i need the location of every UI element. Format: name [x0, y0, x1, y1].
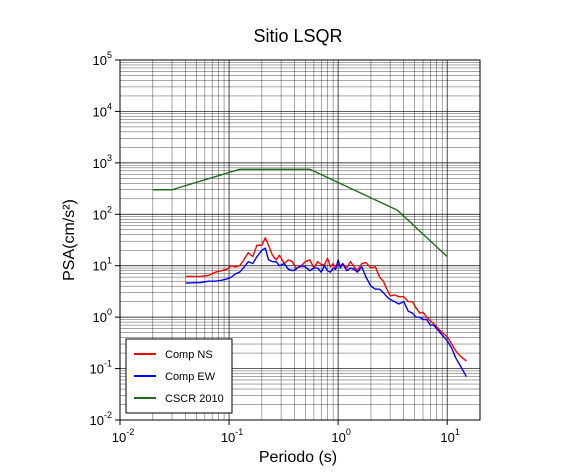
- series-line-2: [152, 168, 448, 258]
- legend-label: Comp NS: [165, 349, 213, 361]
- series-lines: [152, 168, 467, 377]
- x-tick-label: 101: [440, 427, 459, 445]
- x-tick-label: 10-1: [221, 427, 243, 445]
- x-tick-exponent: 0: [346, 427, 351, 437]
- y-tick-exponent: -1: [104, 359, 112, 369]
- y-tick-exponent: 2: [107, 204, 112, 214]
- y-tick-exponent: 3: [107, 153, 112, 163]
- x-tick-base: 10: [331, 430, 345, 445]
- y-tick-base: 10: [90, 362, 104, 377]
- y-tick-base: 10: [93, 104, 107, 119]
- y-tick-label: 10-2: [90, 410, 112, 428]
- x-tick-exponent: -2: [126, 427, 134, 437]
- y-tick-base: 10: [93, 310, 107, 325]
- x-tick-base: 10: [440, 430, 454, 445]
- legend: Comp NS Comp EW CSCR 2010: [125, 338, 233, 414]
- y-tick-label: 103: [93, 153, 112, 171]
- y-tick-exponent: 5: [107, 50, 112, 60]
- x-tick-exponent: -1: [235, 427, 243, 437]
- y-tick-exponent: 0: [107, 307, 112, 317]
- legend-label: CSCR 2010: [165, 393, 224, 405]
- x-axis-label: Periodo (s): [259, 449, 337, 466]
- grid: [120, 60, 480, 420]
- y-tick-exponent: -2: [104, 410, 112, 420]
- y-tick-label: 10-1: [90, 359, 112, 377]
- y-tick-base: 10: [93, 53, 107, 68]
- y-tick-label: 104: [93, 101, 112, 119]
- y-tick-base: 10: [90, 413, 104, 428]
- series-line-1: [185, 247, 467, 377]
- x-tick-base: 10: [112, 430, 126, 445]
- y-tick-base: 10: [93, 259, 107, 274]
- y-tick-label: 101: [93, 256, 112, 274]
- y-tick-label: 102: [93, 204, 112, 222]
- chart-title: Sitio LSQR: [253, 26, 342, 46]
- x-tick-label: 10-2: [112, 427, 134, 445]
- x-tick-base: 10: [221, 430, 235, 445]
- plot-frame: [119, 59, 481, 421]
- y-axis-label: PSA(cm/s²): [61, 199, 78, 281]
- x-tick-label: 100: [331, 427, 350, 445]
- y-tick-base: 10: [93, 207, 107, 222]
- legend-label: Comp EW: [165, 371, 216, 383]
- y-tick-exponent: 1: [107, 256, 112, 266]
- y-tick-base: 10: [93, 156, 107, 171]
- y-tick-label: 105: [93, 50, 112, 68]
- y-tick-exponent: 4: [107, 101, 112, 111]
- x-tick-exponent: 1: [455, 427, 460, 437]
- y-tick-label: 100: [93, 307, 112, 325]
